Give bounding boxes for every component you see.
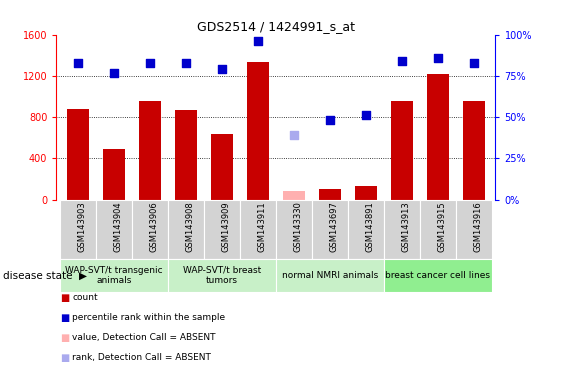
- Point: [145, 60, 154, 66]
- Text: ■: ■: [60, 293, 69, 303]
- Text: disease state  ▶: disease state ▶: [3, 270, 87, 281]
- Bar: [103, 149, 124, 200]
- Point: [397, 58, 406, 64]
- Text: GSM143916: GSM143916: [474, 202, 483, 252]
- Text: GSM143891: GSM143891: [366, 202, 375, 252]
- Bar: [96, 200, 132, 259]
- Text: WAP-SVT/t breast
tumors: WAP-SVT/t breast tumors: [183, 266, 261, 285]
- Title: GDS2514 / 1424991_s_at: GDS2514 / 1424991_s_at: [197, 20, 355, 33]
- Bar: [175, 110, 196, 200]
- Bar: [60, 200, 96, 259]
- Text: GSM143911: GSM143911: [258, 202, 267, 252]
- Bar: [384, 200, 420, 259]
- Text: normal NMRI animals: normal NMRI animals: [282, 271, 378, 280]
- Bar: [312, 200, 348, 259]
- Text: percentile rank within the sample: percentile rank within the sample: [72, 313, 225, 322]
- Bar: [463, 101, 485, 200]
- Point: [325, 118, 334, 124]
- Text: breast cancer cell lines: breast cancer cell lines: [385, 271, 490, 280]
- Text: ■: ■: [60, 313, 69, 323]
- Bar: [283, 192, 305, 200]
- Text: count: count: [72, 293, 98, 302]
- Bar: [247, 63, 269, 200]
- Text: GSM143697: GSM143697: [330, 202, 339, 252]
- Bar: [204, 200, 240, 259]
- Point: [361, 113, 370, 119]
- Bar: [139, 101, 160, 200]
- Text: rank, Detection Call = ABSENT: rank, Detection Call = ABSENT: [72, 353, 211, 362]
- Bar: [276, 200, 312, 259]
- Bar: [67, 109, 89, 200]
- Bar: [420, 200, 456, 259]
- Text: ■: ■: [60, 333, 69, 343]
- Bar: [348, 200, 384, 259]
- Point: [289, 132, 298, 138]
- Point: [434, 55, 443, 61]
- Text: GSM143915: GSM143915: [438, 202, 447, 252]
- Bar: [319, 189, 341, 200]
- Text: WAP-SVT/t transgenic
animals: WAP-SVT/t transgenic animals: [65, 266, 163, 285]
- Bar: [168, 200, 204, 259]
- Point: [217, 66, 226, 72]
- Text: GSM143330: GSM143330: [294, 202, 303, 252]
- Point: [253, 38, 262, 44]
- Bar: [240, 200, 276, 259]
- Bar: [211, 134, 233, 200]
- Bar: [391, 101, 413, 200]
- Text: value, Detection Call = ABSENT: value, Detection Call = ABSENT: [72, 333, 216, 342]
- Text: GSM143903: GSM143903: [78, 202, 87, 252]
- Bar: [456, 200, 492, 259]
- Text: GSM143909: GSM143909: [222, 202, 231, 252]
- Text: GSM143913: GSM143913: [402, 202, 411, 252]
- Text: GSM143904: GSM143904: [114, 202, 123, 252]
- Text: ■: ■: [60, 353, 69, 362]
- Text: GSM143908: GSM143908: [186, 202, 195, 252]
- Bar: [427, 74, 449, 200]
- Point: [109, 70, 118, 76]
- Bar: [355, 186, 377, 200]
- Point: [181, 60, 190, 66]
- Bar: [132, 200, 168, 259]
- Text: GSM143906: GSM143906: [150, 202, 159, 252]
- Point: [73, 60, 82, 66]
- Point: [470, 60, 479, 66]
